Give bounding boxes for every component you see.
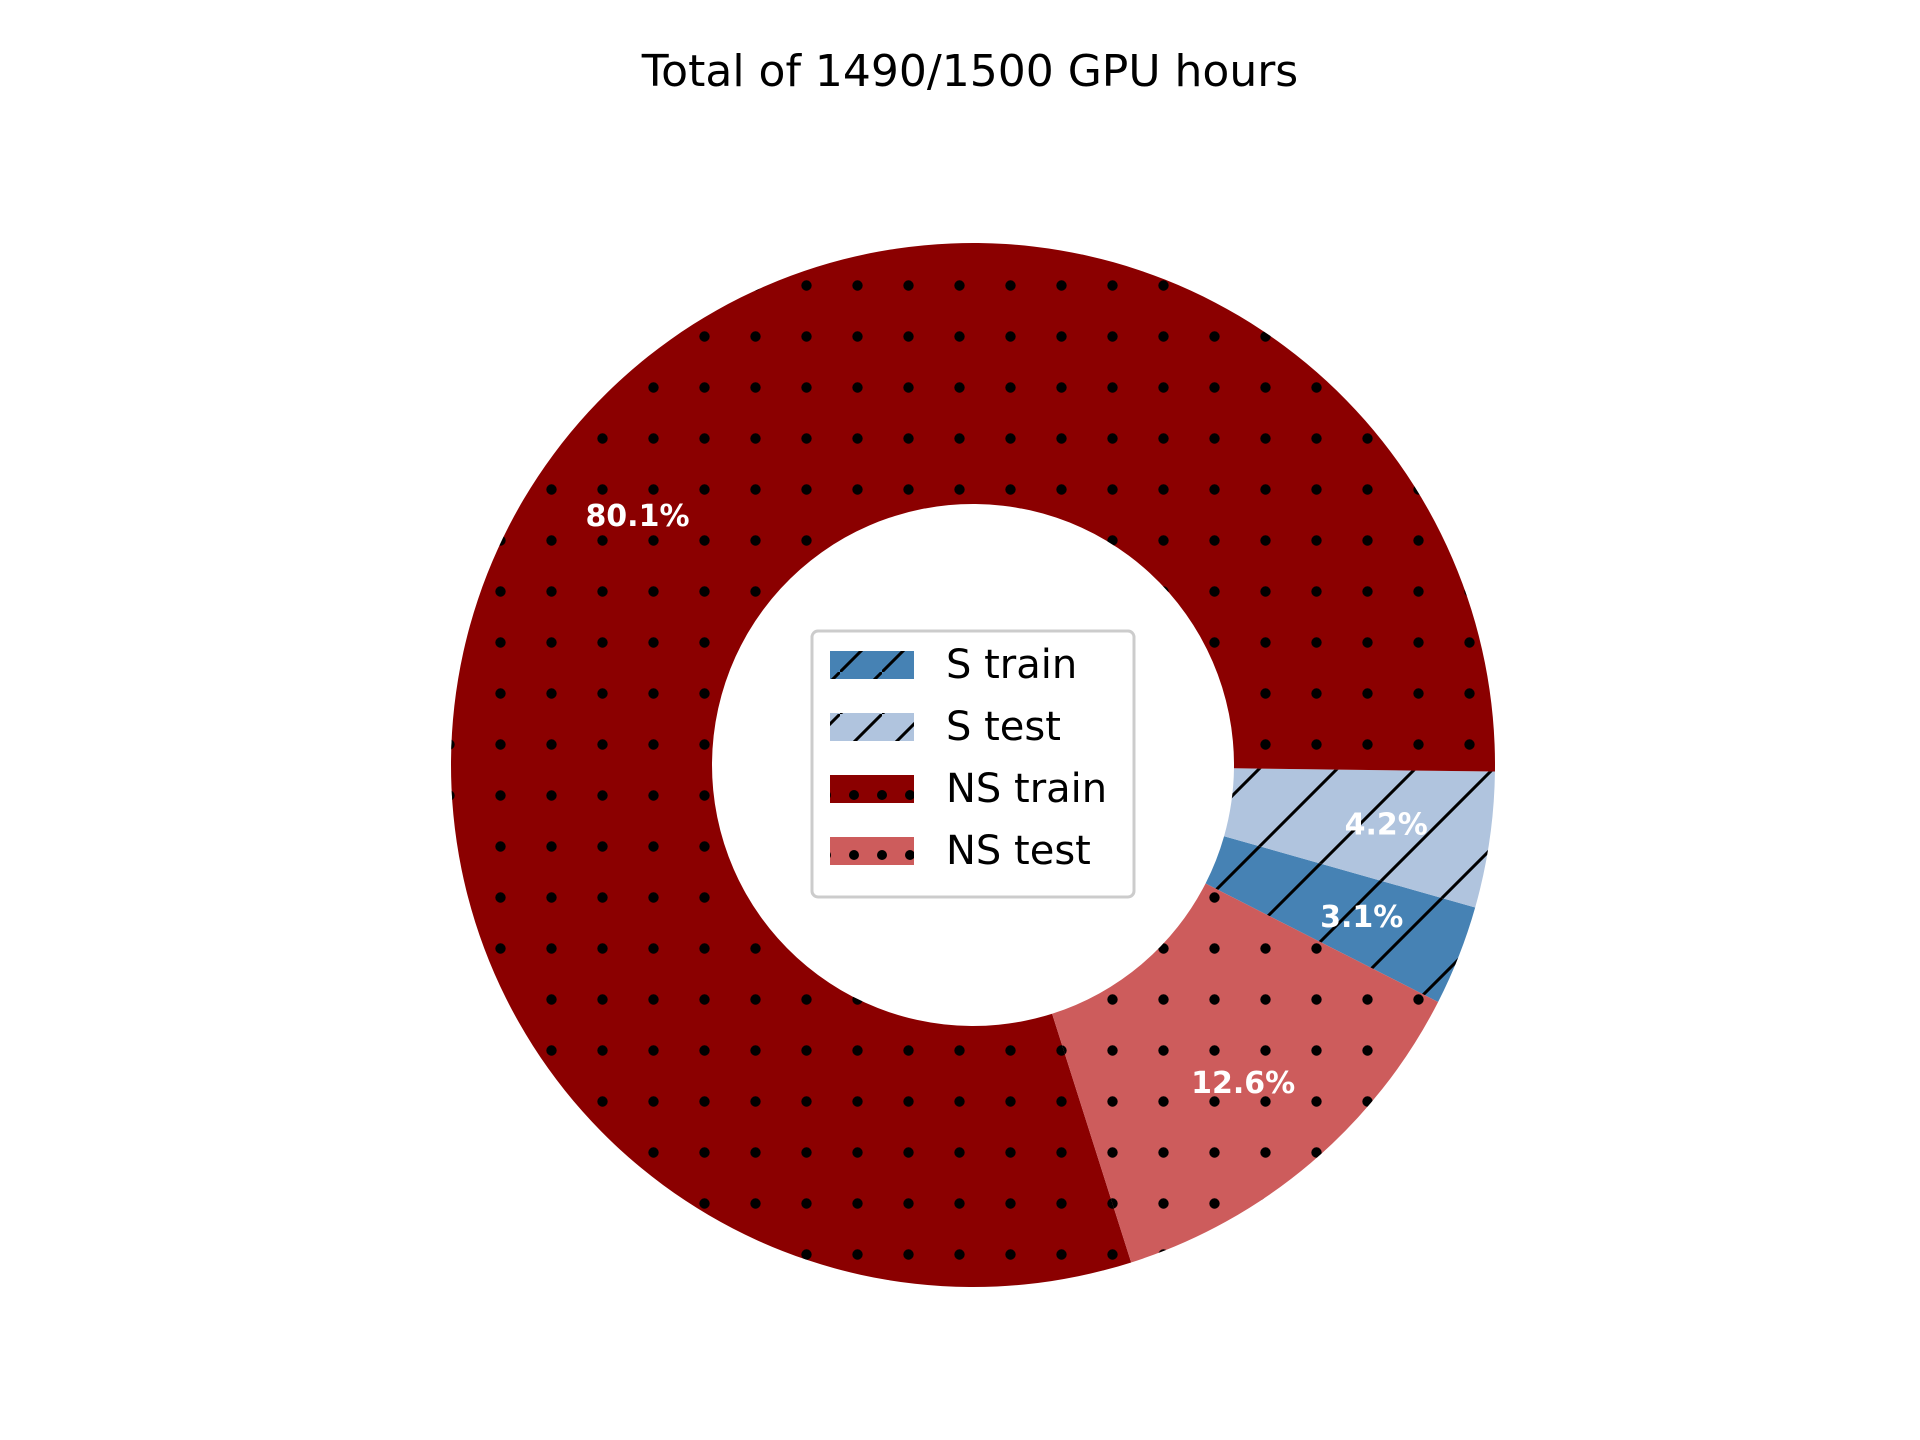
legend-label-s-train: S train: [946, 642, 1077, 688]
slice-s-test-pattern: [1224, 768, 1495, 908]
legend: S train S test NS train NS test: [810, 629, 1136, 899]
legend-item-ns-train: NS train: [830, 766, 1107, 812]
legend-item-s-test: S test: [830, 704, 1061, 750]
slice-ns-train: [450, 243, 1495, 1288]
slice-ns-train-pattern: [450, 243, 1495, 1288]
slice-label-s-train: 3.1%: [1320, 900, 1403, 935]
slice-label-ns-train: 80.1%: [585, 499, 689, 534]
legend-item-s-train: S train: [830, 642, 1077, 688]
legend-items: S train S test NS train NS test: [830, 642, 1107, 874]
legend-label-ns-train: NS train: [946, 766, 1107, 812]
legend-item-ns-test: NS test: [830, 828, 1091, 874]
legend-swatch-pattern-ns-train: [830, 775, 914, 803]
slices-layer: [450, 243, 1495, 1288]
legend-label-ns-test: NS test: [946, 828, 1091, 874]
slice-s-test: [1224, 768, 1495, 908]
legend-frame: [810, 629, 1136, 899]
slice-label-ns-test: 12.6%: [1191, 1066, 1295, 1101]
chart-title: Total of 1490/1500 GPU hours: [641, 46, 1298, 97]
legend-swatch-pattern-s-train: [830, 651, 914, 679]
labels-layer: 3.1% 4.2% 80.1% 12.6%: [585, 499, 1427, 1101]
slice-ns-test: [1052, 883, 1439, 1263]
legend-swatch-pattern-s-test: [830, 713, 914, 741]
slice-s-train: [1205, 836, 1476, 1002]
slice-s-train-pattern: [1205, 836, 1476, 1002]
legend-swatch-pattern-ns-test: [830, 837, 914, 865]
slice-label-s-test: 4.2%: [1345, 808, 1428, 843]
slice-ns-test-pattern: [1052, 883, 1439, 1263]
legend-label-s-test: S test: [946, 704, 1061, 750]
